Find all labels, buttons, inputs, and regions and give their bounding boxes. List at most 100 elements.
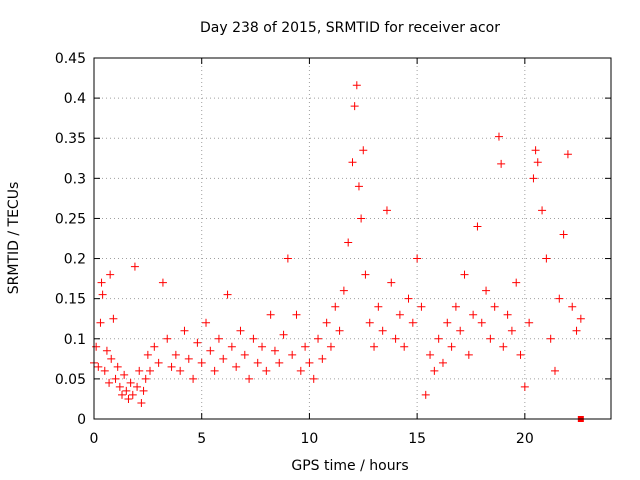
data-point [326, 342, 335, 351]
data-point [184, 354, 193, 363]
data-point [210, 366, 219, 375]
data-point [348, 158, 357, 167]
data-point [96, 318, 105, 327]
data-point [563, 150, 572, 159]
data-point [223, 290, 232, 299]
y-tick-label: 0.45 [55, 51, 86, 67]
data-point [106, 270, 115, 279]
data-point [245, 374, 254, 383]
data-point [443, 318, 452, 327]
grid-lines [94, 58, 611, 419]
x-tick-label: 10 [301, 431, 319, 447]
data-point [370, 342, 379, 351]
data-point [236, 326, 245, 335]
data-point [568, 302, 577, 311]
x-tick-label: 5 [197, 431, 206, 447]
data-point [109, 314, 118, 323]
data-point [421, 390, 430, 399]
data-point [227, 342, 236, 351]
x-tick-label: 0 [90, 431, 99, 447]
data-point [486, 334, 495, 343]
x-tick-label: 15 [408, 431, 426, 447]
data-point [219, 354, 228, 363]
data-point [374, 302, 383, 311]
data-point [520, 382, 529, 391]
data-point [253, 358, 262, 367]
data-point [240, 350, 249, 359]
data-point [214, 334, 223, 343]
data-point [335, 326, 344, 335]
data-point [167, 362, 176, 371]
data-point [512, 278, 521, 287]
data-point [163, 334, 172, 343]
y-tick-label: 0.3 [64, 171, 86, 187]
x-axis-label: GPS time / hours [291, 458, 408, 474]
data-point [92, 342, 101, 351]
y-tick-label: 0.4 [64, 91, 86, 107]
data-point [301, 342, 310, 351]
data-point [141, 374, 150, 383]
data-point [361, 270, 370, 279]
data-point [124, 394, 133, 403]
data-point [542, 254, 551, 263]
data-point [206, 346, 215, 355]
data-point [130, 262, 139, 271]
data-point [525, 318, 534, 327]
data-point [189, 374, 198, 383]
data-point [359, 146, 368, 155]
data-point [350, 102, 359, 111]
data-point [352, 81, 361, 90]
data-point [434, 334, 443, 343]
data-point [171, 350, 180, 359]
y-tick-label: 0.25 [55, 211, 86, 227]
data-point [232, 362, 241, 371]
data-point [258, 342, 267, 351]
y-tick-label: 0.1 [64, 332, 86, 348]
data-point [400, 342, 409, 351]
data-point [262, 366, 271, 375]
y-tick-label: 0.35 [55, 131, 86, 147]
data-point [417, 302, 426, 311]
data-point [344, 238, 353, 247]
data-point [382, 206, 391, 215]
data-point [296, 366, 305, 375]
data-point [97, 278, 106, 287]
data-point [408, 318, 417, 327]
data-point [288, 350, 297, 359]
data-point [499, 342, 508, 351]
data-point [305, 358, 314, 367]
data-point [122, 386, 131, 395]
data-point [365, 318, 374, 327]
data-point [572, 326, 581, 335]
data-point [354, 182, 363, 191]
data-point [538, 206, 547, 215]
data-point [395, 310, 404, 319]
data-point [137, 398, 146, 407]
data-point [533, 158, 542, 167]
data-points [90, 81, 585, 422]
data-point [426, 350, 435, 359]
data-point [202, 318, 211, 327]
data-point [275, 358, 284, 367]
data-point [357, 214, 366, 223]
data-point [322, 318, 331, 327]
data-point [115, 382, 124, 391]
data-point [447, 342, 456, 351]
data-point [456, 326, 465, 335]
data-point [309, 374, 318, 383]
data-point [469, 310, 478, 319]
data-point [318, 354, 327, 363]
data-point [387, 278, 396, 287]
data-point [451, 302, 460, 311]
data-point [460, 270, 469, 279]
data-point [331, 302, 340, 311]
data-point [503, 310, 512, 319]
data-point [497, 159, 506, 168]
data-point [120, 370, 129, 379]
data-point [430, 366, 439, 375]
data-point [98, 290, 107, 299]
data-point [154, 358, 163, 367]
data-point [107, 354, 116, 363]
data-point [135, 366, 144, 375]
